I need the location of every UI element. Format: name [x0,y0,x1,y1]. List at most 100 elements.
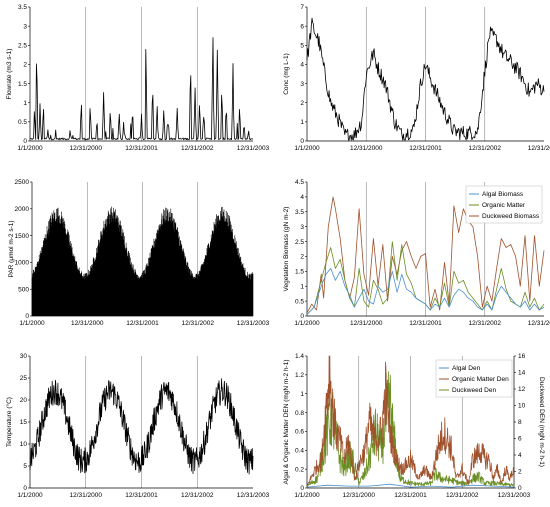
y2-tick-label: 0 [518,485,522,492]
x-tick-label: 12/31/2003 [237,145,270,152]
y-axis-label: Conc (mg L-1) [283,53,290,95]
series-0-line [306,371,515,487]
x-tick-label: 12/31/2003 [528,320,550,327]
y-tick-label: 1.5 [295,269,304,276]
chart-flowrate: 1/1/2000 12/31/2000 12/31/2001 12/31/2002 12… [6,4,270,152]
y-tick-label: 5 [23,463,27,470]
y-tick-label: 0.2 [295,466,304,473]
y-tick-label: 0 [23,485,27,492]
x-tick-label: 1/1/2000 [19,320,45,327]
series-0-line [29,378,254,475]
y2-axis-label: Duckweed DEN (mgN m-2 h-1) [538,377,545,467]
chart-conc: 1/1/2000 12/31/2000 12/31/2001 12/31/2002 12… [283,4,550,152]
y-tick-label: 7 [300,4,304,11]
x-tick-label: 12/31/2003 [237,320,270,327]
x-tick-label: 12/31/2002 [446,492,479,499]
y-tick-label: 1500 [15,233,30,240]
x-tick-label: 12/31/2000 [350,145,383,152]
y-tick-label: 4 [300,194,304,201]
y2-tick-label: 14 [518,370,526,377]
series-0-line [306,196,545,314]
y-tick-label: 1 [300,119,304,126]
y-tick-label: 30 [20,353,28,360]
y2-tick-label: 2 [518,469,522,476]
y-tick-label: 0.8 [295,410,304,417]
y-axis-label: Temperature (°C) [5,397,13,447]
y2-tick-label: 6 [518,436,522,443]
y-tick-label: 0.5 [18,119,27,126]
y-axis-label: Flowrate (m3 s-1) [6,49,13,100]
y-tick-label: 1 [300,391,304,398]
y-tick-label: 0 [23,138,27,145]
chart-den: 1/1/2000 12/31/2000 12/31/2001 12/31/2002 12… [283,353,545,499]
chart-temperature: 1/1/2000 12/31/2000 12/31/2001 12/31/2002 12… [5,353,270,499]
x-tick-label: 12/31/2000 [69,145,102,152]
y-tick-label: 2 [300,100,304,107]
y-tick-label: 2 [23,62,27,69]
y-axis-label: Algal & Organic Matter DEN (mgN m-2 h-1) [283,360,290,485]
x-tick-label: 12/31/2001 [125,145,158,152]
x-tick-label: 12/31/2002 [181,492,214,499]
y-tick-label: 0.4 [295,447,304,454]
y2-tick-label: 10 [518,403,526,410]
y-tick-label: 5 [300,42,304,49]
y-tick-label: 20 [20,397,28,404]
y-tick-label: 0 [300,138,304,145]
y-tick-label: 25 [20,375,28,382]
y-tick-label: 3 [300,81,304,88]
x-tick-label: 12/31/2003 [237,492,270,499]
x-tick-label: 12/31/2000 [350,320,383,327]
y-tick-label: 3.5 [18,4,27,11]
x-tick-label: 1/1/2000 [294,145,320,152]
y-tick-label: 0 [300,485,304,492]
y-tick-label: 2500 [15,179,30,186]
y2-tick-label: 8 [518,419,522,426]
legend-label: Algal Biomass [482,191,524,198]
y-tick-label: 15 [20,419,28,426]
series-0-line [306,17,545,141]
y-tick-label: 1.5 [18,81,27,88]
chart-par: 1/1/2000 12/31/2000 12/31/2001 12/31/2002 12… [8,179,270,327]
series-0-mark [31,206,254,316]
y-tick-label: 10 [20,441,28,448]
y-tick-label: 2 [300,254,304,261]
y-tick-label: 1000 [15,260,30,267]
x-tick-label: 12/31/2002 [468,320,501,327]
y-tick-label: 3 [300,224,304,231]
y-tick-label: 0 [300,313,304,320]
y-tick-label: 0 [25,313,29,320]
y2-tick-label: 16 [518,353,526,360]
y-tick-label: 2.5 [18,42,27,49]
y-axis-label: PAR (μmol m-2 s-1) [8,220,15,277]
x-tick-label: 12/31/2002 [468,145,501,152]
y-tick-label: 1.2 [295,372,304,379]
y-axis-label: Vegetation Biomass (gN m-2) [283,207,290,292]
x-tick-label: 1/1/2000 [17,145,43,152]
y-tick-label: 500 [18,286,29,293]
legend-label: Duckweed Den [452,387,496,394]
series-2-line [306,268,545,315]
x-tick-label: 1/1/2000 [294,320,320,327]
x-tick-label: 12/31/2000 [69,492,102,499]
x-tick-label: 12/31/2001 [409,320,442,327]
y-tick-label: 0.5 [295,298,304,305]
y-tick-label: 2.5 [295,239,304,246]
legend-label: Duckweed Biomass [482,213,540,220]
x-tick-label: 12/31/2003 [528,145,550,152]
x-tick-label: 12/31/2001 [409,145,442,152]
x-tick-label: 12/31/2000 [71,320,104,327]
x-tick-label: 12/31/2001 [126,320,159,327]
y-tick-label: 2000 [15,206,30,213]
y-tick-label: 4.5 [295,179,304,186]
y-tick-label: 1 [23,100,27,107]
x-tick-label: 12/31/2002 [181,320,214,327]
y2-tick-label: 12 [518,386,526,393]
series-2-line [306,483,515,488]
legend-label: Algal Den [452,365,481,372]
y-tick-label: 3 [23,23,27,30]
x-tick-label: 1/1/2000 [294,492,320,499]
chart-vegetation: 1/1/2000 12/31/2000 12/31/2001 12/31/2002 12… [283,179,550,327]
x-tick-label: 1/1/2000 [17,492,43,499]
x-tick-label: 12/31/2001 [125,492,158,499]
